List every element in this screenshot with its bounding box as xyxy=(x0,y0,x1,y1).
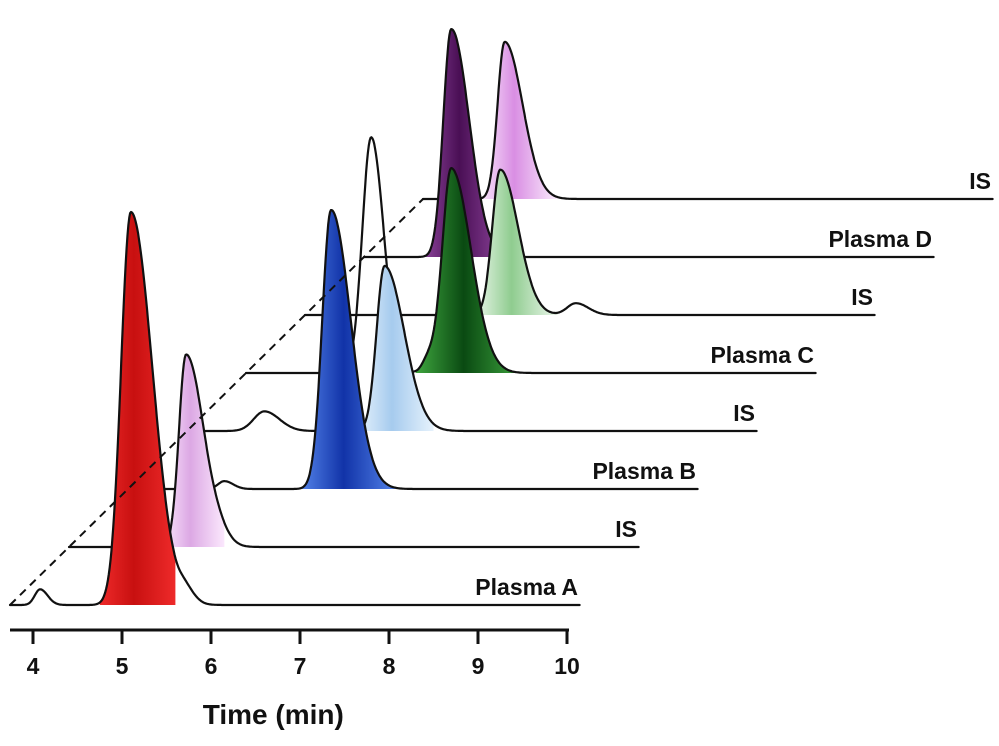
trace-1-label: Plasma A xyxy=(475,574,578,600)
x-axis-ticks: 4 5 6 7 8 9 10 xyxy=(27,630,580,679)
trace-5-label: Plasma C xyxy=(710,342,814,368)
trace-3-label: Plasma B xyxy=(592,458,696,484)
x-tick-label-6: 6 xyxy=(205,653,218,679)
trace-3-peak-fill xyxy=(295,210,403,489)
trace-8-label: IS xyxy=(969,168,991,194)
trace-4: IS xyxy=(185,264,758,433)
x-tick-label-9: 9 xyxy=(472,653,485,679)
trace-6-label: IS xyxy=(851,284,873,310)
trace-2-label: IS xyxy=(615,516,637,542)
trace-1: Plasma A xyxy=(8,210,581,607)
trace-8-line xyxy=(421,40,994,201)
trace-3-line xyxy=(126,209,699,491)
x-tick-label-4: 4 xyxy=(27,653,40,679)
x-tick-label-5: 5 xyxy=(116,653,129,679)
trace-7: Plasma D xyxy=(362,28,935,259)
stack-offset-guide xyxy=(9,198,424,606)
trace-5-peak-fill xyxy=(415,168,523,373)
x-tick-label-10: 10 xyxy=(554,653,580,679)
trace-2-peak-fill xyxy=(162,354,225,547)
trace-7-label: Plasma D xyxy=(828,226,932,252)
trace-stack: IS Plasma D IS Plasma C IS Plasma B IS Plasma A xyxy=(8,28,994,607)
x-axis: 4 5 6 7 8 9 10 Time (min) xyxy=(10,628,580,730)
trace-1-peak-fill xyxy=(99,212,176,605)
trace-8: IS xyxy=(421,40,994,201)
trace-1-line xyxy=(8,210,581,607)
trace-5: Plasma C xyxy=(244,136,817,375)
trace-3: Plasma B xyxy=(126,209,699,491)
trace-4-peak-fill xyxy=(357,265,434,431)
trace-4-line xyxy=(185,264,758,433)
trace-4-label: IS xyxy=(733,400,755,426)
trace-7-line xyxy=(362,28,935,259)
x-tick-label-8: 8 xyxy=(383,653,396,679)
x-axis-title: Time (min) xyxy=(203,699,344,730)
trace-8-peak-fill xyxy=(478,41,559,199)
x-tick-label-7: 7 xyxy=(294,653,307,679)
